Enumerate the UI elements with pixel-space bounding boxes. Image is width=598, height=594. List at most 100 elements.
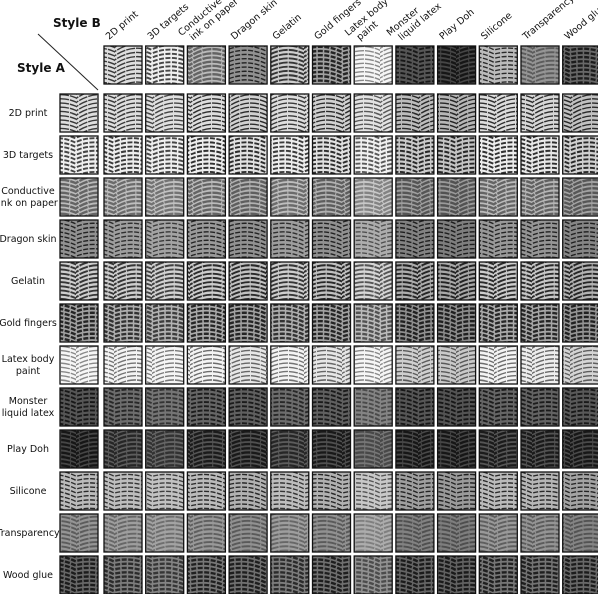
- style-tone: [60, 262, 98, 300]
- style-tone: [437, 388, 476, 426]
- style-tone: [562, 178, 598, 216]
- tile-border: [353, 177, 393, 217]
- tile-border: [395, 177, 435, 217]
- tile-border: [478, 471, 518, 511]
- ridge-texture: [479, 94, 518, 132]
- tile-border: [186, 135, 227, 175]
- ridge-texture: [104, 178, 142, 216]
- tile-border: [478, 387, 518, 427]
- ridge-texture: [229, 262, 268, 300]
- style-tone: [145, 514, 184, 552]
- style-tone: [270, 94, 309, 132]
- ridge-texture: [270, 94, 309, 132]
- style-tone: [562, 220, 598, 258]
- tile-border: [59, 303, 99, 343]
- fingerprint-tile: [59, 429, 99, 469]
- ridge-texture: [60, 136, 98, 174]
- ridge-texture: [104, 514, 142, 552]
- tile-border: [520, 177, 560, 217]
- style-tone: [354, 472, 393, 510]
- fingerprint-tile: [311, 429, 352, 469]
- ridge-texture: [229, 46, 268, 84]
- fingerprint-tile: [520, 45, 560, 85]
- ridge-texture: [562, 346, 598, 384]
- style-tone: [60, 136, 98, 174]
- style-tone: [395, 514, 434, 552]
- tile-border: [103, 45, 143, 85]
- row-label: Wood glue: [3, 570, 53, 581]
- fingerprint-tile: [478, 177, 518, 217]
- fingerprint-tile: [311, 303, 352, 343]
- ridge-texture: [395, 46, 434, 84]
- tile-border: [186, 93, 227, 133]
- ridge-texture: [60, 430, 98, 468]
- style-tone: [145, 46, 184, 84]
- fingerprint-tile: [145, 555, 185, 594]
- ridge-texture: [312, 388, 351, 426]
- tile-border: [562, 177, 598, 217]
- tile-border: [395, 219, 435, 259]
- ridge-texture: [229, 514, 268, 552]
- ridge-texture: [312, 94, 351, 132]
- style-tone: [104, 388, 142, 426]
- fingerprint-tile: [228, 429, 268, 469]
- style-tone: [437, 556, 476, 594]
- ridge-texture: [229, 556, 268, 594]
- tile-border: [186, 513, 227, 553]
- style-tone: [270, 346, 309, 384]
- ridge-texture: [312, 178, 351, 216]
- tile-border: [520, 45, 560, 85]
- style-tone: [437, 514, 476, 552]
- fingerprint-tile: [103, 387, 143, 427]
- ridge-texture: [60, 220, 98, 258]
- tile-border: [478, 555, 518, 594]
- fingerprint-tile: [353, 471, 393, 511]
- ridge-texture: [437, 556, 476, 594]
- style-tone: [437, 46, 476, 84]
- fingerprint-tile: [395, 471, 435, 511]
- ridge-texture: [354, 556, 393, 594]
- tile-border: [353, 471, 393, 511]
- fingerprint-tile: [395, 429, 435, 469]
- fingerprint-tile: [103, 345, 143, 385]
- ridge-texture: [437, 472, 476, 510]
- fingerprint-tile: [395, 261, 435, 301]
- style-tone: [521, 262, 559, 300]
- fingerprint-tile: [59, 177, 99, 217]
- style-tone: [270, 46, 309, 84]
- style-tone: [354, 346, 393, 384]
- ridge-texture: [229, 178, 268, 216]
- row-label: 2D print: [9, 108, 48, 119]
- ridge-texture: [437, 94, 476, 132]
- ridge-texture: [312, 262, 351, 300]
- tile-border: [436, 219, 477, 259]
- ridge-texture: [187, 346, 226, 384]
- tile-border: [186, 345, 227, 385]
- tile-border: [478, 219, 518, 259]
- row-label-line: Play Doh: [7, 444, 49, 455]
- tile-border: [478, 135, 518, 175]
- tile-border: [562, 429, 598, 469]
- ridge-texture: [270, 304, 309, 342]
- fingerprint-tile: [59, 261, 99, 301]
- style-tone: [395, 472, 434, 510]
- style-tone: [521, 46, 559, 84]
- style-tone: [312, 262, 351, 300]
- style-tone: [229, 178, 268, 216]
- ridge-texture: [354, 178, 393, 216]
- style-tone: [270, 430, 309, 468]
- fingerprint-tile: [145, 471, 185, 511]
- fingerprint-tile: [311, 45, 352, 85]
- ridge-texture: [395, 472, 434, 510]
- ridge-texture: [270, 46, 309, 84]
- style-tone: [354, 220, 393, 258]
- ridge-texture: [187, 304, 226, 342]
- fingerprint-tile: [395, 219, 435, 259]
- ridge-texture: [270, 430, 309, 468]
- style-tone: [562, 46, 598, 84]
- ridge-texture: [60, 178, 98, 216]
- fingerprint-tile: [59, 513, 99, 553]
- style-tone: [354, 46, 393, 84]
- ridge-texture: [395, 220, 434, 258]
